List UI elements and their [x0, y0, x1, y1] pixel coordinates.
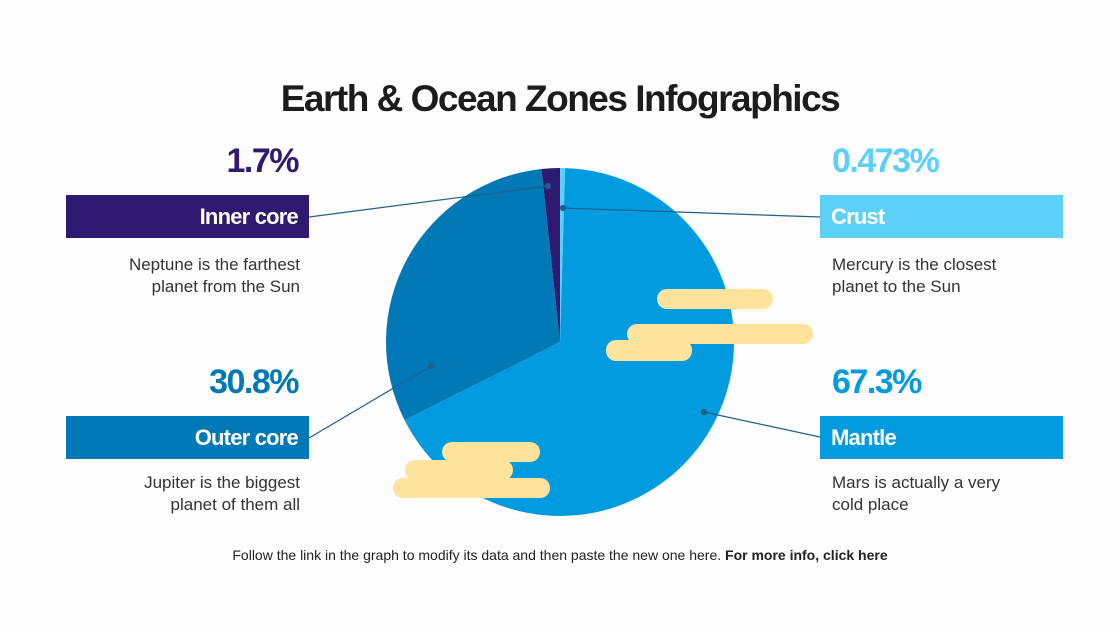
- inner-core-description: Neptune is the farthest planet from the S…: [40, 254, 300, 298]
- footer-note: Follow the link in the graph to modify i…: [0, 547, 1120, 563]
- footer-text: Follow the link in the graph to modify i…: [232, 547, 726, 563]
- desc-line: Neptune is the farthest: [128, 255, 300, 274]
- pie-slice-mantle: [404, 168, 734, 516]
- page-title: Earth & Ocean Zones Infographics: [280, 78, 841, 119]
- mantle-percent: 67.3%: [832, 363, 922, 401]
- pie-slice-inner-core: [541, 168, 560, 342]
- desc-line: cold place: [832, 495, 909, 514]
- inner-core-label: Inner core: [66, 195, 309, 238]
- desc-line: planet of them all: [170, 495, 300, 514]
- desc-line: Mercury is the closest: [832, 255, 997, 274]
- mantle-description: Mars is actually a very cold place: [832, 472, 1092, 516]
- leader-dot-crust: [559, 204, 567, 212]
- inner-core-percent: 1.7%: [226, 142, 300, 180]
- leader-lines: [308, 182, 821, 439]
- leader-dot-outer-core: [427, 362, 435, 370]
- desc-line: planet to the Sun: [832, 277, 961, 296]
- crust-label: Crust: [820, 195, 1063, 238]
- outer-core-percent: 30.8%: [209, 363, 299, 401]
- leader-line-crust: [562, 207, 821, 218]
- desc-line: Mars is actually a very: [832, 473, 1001, 492]
- cloud-right: [606, 289, 813, 361]
- crust-percent: 0.473%: [832, 142, 940, 180]
- cloud-decorations: [393, 289, 813, 498]
- desc-line: planet from the Sun: [151, 277, 300, 296]
- more-info-link[interactable]: For more info, click here: [725, 547, 888, 563]
- outer-core-description: Jupiter is the biggest planet of them all: [40, 472, 300, 516]
- pie-slice-outer-core: [385, 168, 560, 421]
- mantle-label: Mantle: [820, 416, 1063, 459]
- pie-slice-crust: [560, 168, 566, 342]
- leader-dot-mantle: [700, 408, 708, 416]
- leader-line-mantle: [703, 411, 821, 438]
- desc-line: Jupiter is the biggest: [144, 473, 300, 492]
- cloud-left: [393, 442, 550, 498]
- leader-line-inner-core: [308, 185, 549, 218]
- leader-dot-inner-core: [544, 182, 552, 190]
- outer-core-label: Outer core: [66, 416, 309, 459]
- leader-line-outer-core: [308, 365, 432, 439]
- crust-description: Mercury is the closest planet to the Sun: [832, 254, 1092, 298]
